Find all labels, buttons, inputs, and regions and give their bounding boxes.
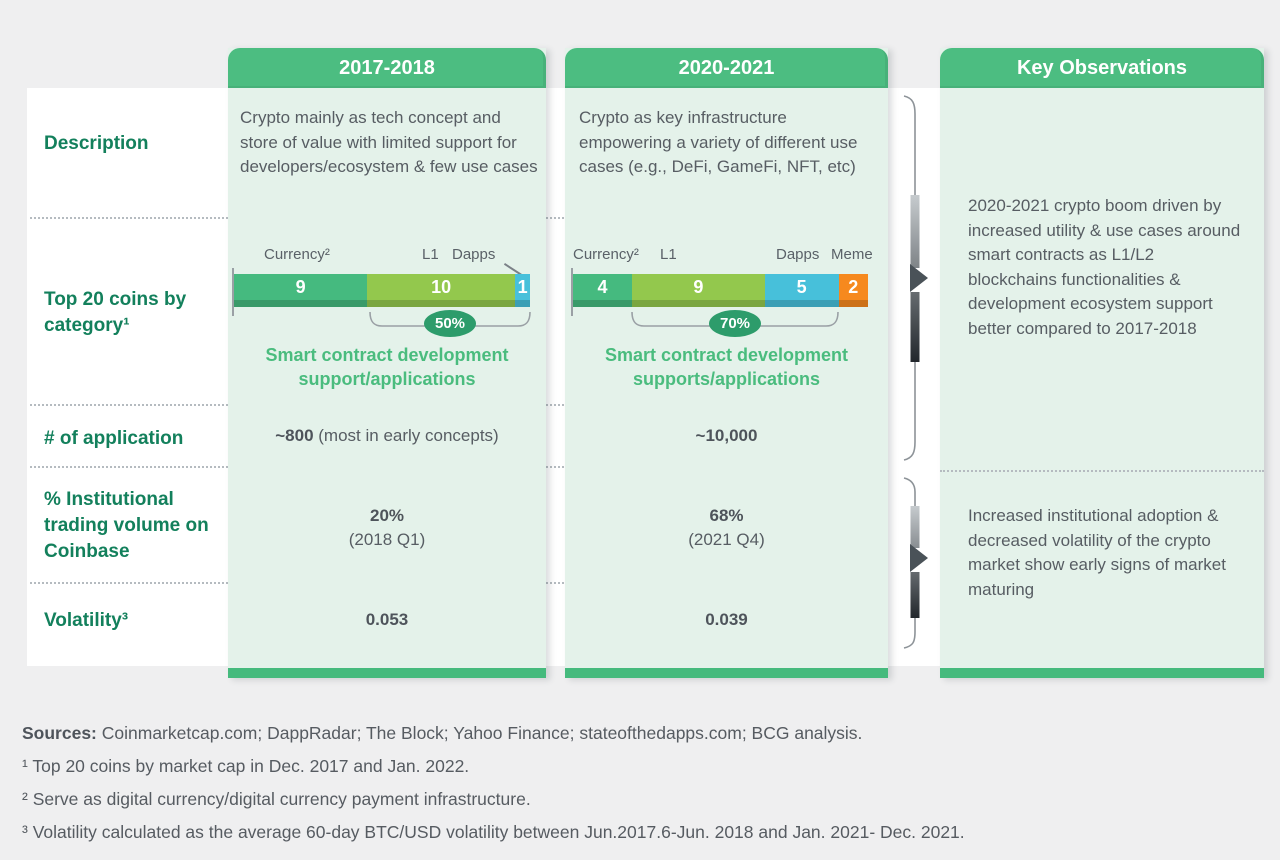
- key-observations-separator: [940, 470, 1264, 472]
- chart1-label-dapps: Dapps: [452, 246, 496, 263]
- key-observation-1: 2020-2021 crypto boom driven by increase…: [968, 196, 1241, 338]
- chart2-axis-tick: [571, 268, 573, 316]
- chart2-label-l1: L1: [660, 246, 677, 263]
- sources-label: Sources:: [22, 723, 97, 743]
- chart2-label-meme: Meme: [831, 246, 873, 263]
- volatility-2020: 0.039: [705, 610, 748, 629]
- chart2-label-currency: Currency²: [573, 246, 639, 263]
- footnote-2: ² Serve as digital currency/digital curr…: [22, 789, 531, 809]
- row-label-num-applications: # of application: [44, 428, 184, 449]
- row-label-volatility: Volatility³: [44, 610, 129, 631]
- description-2020: Crypto as key infrastructure empowering …: [579, 108, 858, 176]
- panel-2017-2018: 2017-2018 Crypto mainly as tech concept …: [228, 48, 546, 678]
- institutional-pct-2017: 20%: [369, 506, 405, 525]
- applications-2020: ~10,000: [695, 426, 758, 445]
- volatility-2017: 0.053: [365, 610, 409, 629]
- applications-2017: ~800 (most in early concepts): [275, 426, 499, 445]
- sources-line: Sources: Coinmarketcap.com; DappRadar; T…: [22, 723, 863, 743]
- chart1-label-currency: Currency²: [264, 246, 330, 263]
- panel-key-observations: Key Observations 2020-2021 crypto boom d…: [940, 48, 1264, 678]
- panel-footer-bar: [940, 668, 1264, 678]
- bar-segment-l1: 10: [367, 274, 516, 307]
- bar-segment-l1: 9: [632, 274, 765, 307]
- bar-segment-meme: 2: [838, 274, 868, 307]
- brace-arrow-top-group: [903, 95, 928, 461]
- chart1-segment-labels: Currency² L1 Dapps: [228, 246, 546, 264]
- row-label-top20-coins: Top 20 coins by category¹: [44, 289, 187, 336]
- chart1-axis-tick: [232, 268, 234, 316]
- institutional-period-2017: (2018 Q1): [348, 530, 426, 549]
- chart1-share-badge: 50%: [424, 310, 476, 337]
- chart1-stacked-bar: 9 10 1: [234, 274, 530, 307]
- chart2-share-badge: 70%: [709, 310, 761, 337]
- panel-header-key-observations: Key Observations: [940, 48, 1264, 88]
- row-label-description: Description: [44, 133, 149, 154]
- chart1-label-l1: L1: [422, 246, 439, 263]
- panel-footer-bar: [565, 668, 888, 678]
- footnote-3: ³ Volatility calculated as the average 6…: [22, 822, 965, 842]
- footnote-1: ¹ Top 20 coins by market cap in Dec. 201…: [22, 756, 470, 776]
- bar-segment-currency: 9: [234, 274, 368, 307]
- row-label-institutional-volume: % Institutional trading volume on Coinba…: [44, 489, 209, 562]
- bar-segment-currency: 4: [573, 274, 632, 307]
- institutional-pct-2020: 68%: [709, 506, 744, 525]
- bar-segment-dapps: 5: [764, 274, 839, 307]
- chart2-label-dapps: Dapps: [776, 246, 820, 263]
- panel-header-2017-2018: 2017-2018: [228, 48, 546, 88]
- brace-arrow-bottom-group: [903, 477, 928, 649]
- panel-2020-2021: 2020-2021 Crypto as key infrastructure e…: [565, 48, 888, 678]
- panel-footer-bar: [228, 668, 546, 678]
- bar-segment-dapps: 1: [515, 274, 530, 307]
- institutional-period-2020: (2021 Q4): [688, 530, 765, 549]
- chart2-segment-labels: Currency² L1 Dapps Meme: [565, 246, 888, 264]
- chart1-caption: Smart contract development support/appli…: [265, 345, 509, 389]
- key-observation-2: Increased institutional adoption & decre…: [968, 506, 1226, 599]
- description-2017: Crypto mainly as tech concept and store …: [240, 108, 538, 176]
- chart2-caption: Smart contract development supports/appl…: [604, 345, 849, 389]
- chart1-bracket: [369, 311, 531, 327]
- panel-header-2020-2021: 2020-2021: [565, 48, 888, 88]
